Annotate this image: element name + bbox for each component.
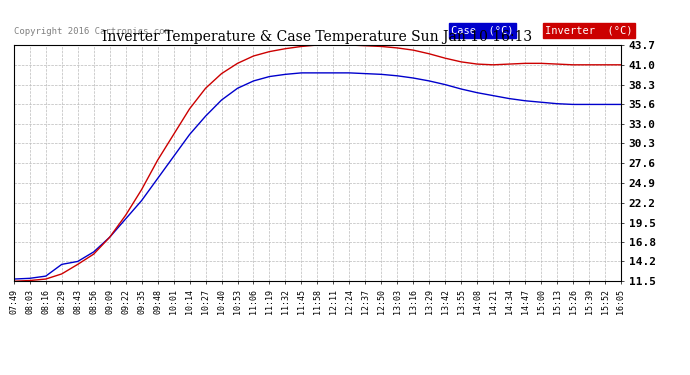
Text: Copyright 2016 Cartronics.com: Copyright 2016 Cartronics.com [14,27,170,36]
Text: Case  (°C): Case (°C) [451,26,513,36]
Title: Inverter Temperature & Case Temperature Sun Jan 10 16:13: Inverter Temperature & Case Temperature … [102,30,533,44]
Text: Inverter  (°C): Inverter (°C) [545,26,633,36]
